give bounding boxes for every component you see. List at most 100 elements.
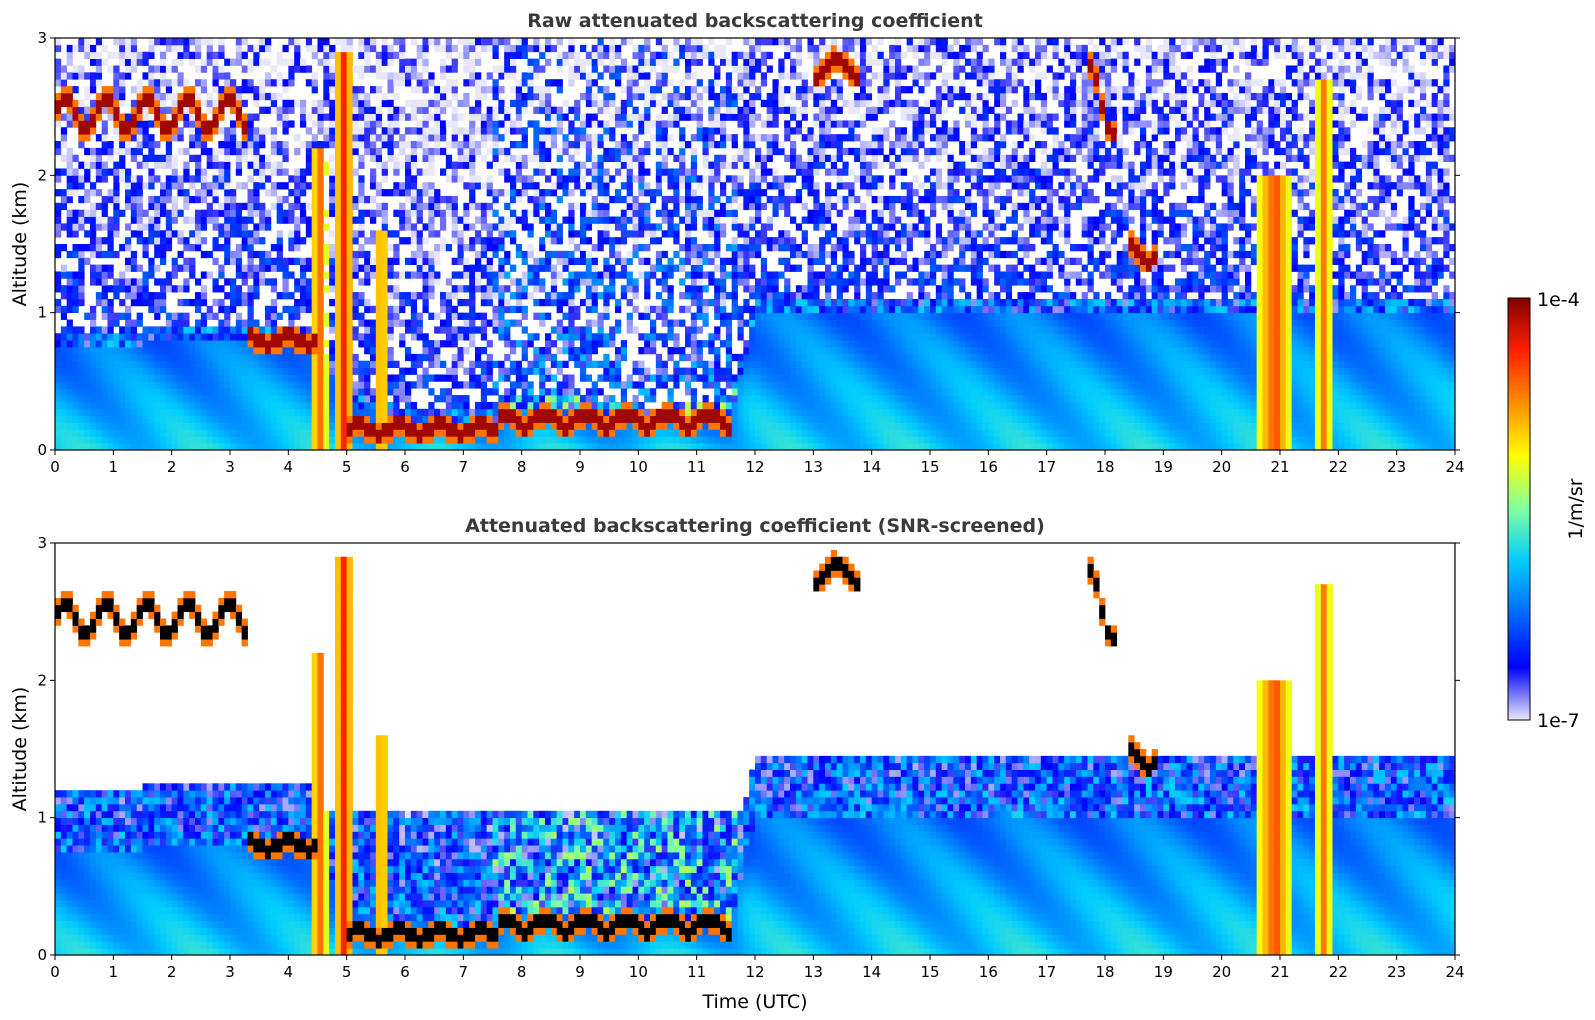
heatmap-cell	[224, 319, 231, 327]
heatmap-cell	[107, 147, 114, 156]
heatmap-cell	[556, 79, 563, 87]
heatmap-cell	[492, 388, 499, 396]
heatmap-cell	[317, 223, 324, 231]
heatmap-cell	[510, 264, 517, 272]
heatmap-cell	[235, 271, 243, 279]
heatmap-cell	[655, 182, 663, 190]
heatmap-cell	[352, 333, 359, 341]
heatmap-cell	[300, 237, 307, 245]
heatmap-cell	[346, 113, 353, 121]
heatmap-cell	[597, 271, 604, 279]
heatmap-cell	[556, 65, 563, 73]
heatmap-cell	[282, 333, 289, 341]
heatmap-cell	[259, 127, 266, 135]
heatmap-cell	[533, 298, 540, 307]
heatmap-cell	[498, 257, 505, 265]
heatmap-cell	[340, 51, 348, 59]
heatmap-cell	[282, 381, 289, 389]
heatmap-cell	[440, 99, 447, 108]
heatmap-cell	[492, 360, 499, 368]
heatmap-cell	[650, 340, 657, 348]
heatmap-cell	[603, 360, 610, 368]
heatmap-cell	[358, 319, 365, 327]
heatmap-cell	[410, 58, 418, 66]
heatmap-cell	[679, 422, 686, 430]
heatmap-cell	[480, 182, 488, 190]
heatmap-cell	[405, 79, 412, 87]
heatmap-cell	[142, 388, 149, 396]
heatmap-cell	[288, 333, 295, 341]
heatmap-cell	[335, 99, 342, 108]
heatmap-cell	[78, 408, 85, 417]
heatmap-cell	[241, 429, 248, 437]
heatmap-cell	[661, 264, 668, 272]
heatmap-cell	[346, 436, 353, 444]
heatmap-cell	[381, 141, 388, 149]
heatmap-cell	[335, 161, 342, 169]
heatmap-cell	[72, 429, 79, 437]
heatmap-cell	[189, 326, 196, 334]
heatmap-cell	[445, 333, 453, 341]
heatmap-cell	[568, 65, 575, 73]
heatmap-cell	[585, 51, 593, 59]
heatmap-cell	[504, 367, 511, 375]
heatmap-cell	[247, 360, 254, 368]
heatmap-cell	[212, 216, 219, 224]
heatmap-cell	[101, 436, 108, 444]
heatmap-cell	[55, 367, 62, 375]
heatmap-cell	[463, 147, 470, 156]
heatmap-cell	[708, 360, 715, 368]
heatmap-cell	[130, 216, 138, 224]
heatmap-cell	[66, 51, 73, 59]
heatmap-cell	[603, 147, 610, 156]
heatmap-cell	[107, 223, 114, 231]
heatmap-cell	[434, 347, 441, 355]
heatmap-cell	[696, 408, 703, 417]
heatmap-cell	[632, 278, 639, 286]
heatmap-cell	[235, 168, 243, 176]
heatmap-cell	[340, 141, 348, 149]
heatmap-cell	[107, 381, 114, 389]
heatmap-cell	[451, 367, 458, 375]
heatmap-cell	[160, 127, 167, 135]
heatmap-cell	[685, 305, 692, 314]
heatmap-cell	[311, 168, 318, 176]
heatmap-cell	[160, 113, 167, 121]
heatmap-cell	[230, 436, 237, 444]
heatmap-cell	[510, 429, 517, 437]
heatmap-cell	[160, 381, 167, 389]
heatmap-cell	[451, 436, 458, 444]
heatmap-cell	[644, 209, 651, 217]
heatmap-cell	[434, 120, 441, 128]
heatmap-cell	[352, 120, 359, 128]
heatmap-cell	[457, 113, 464, 121]
heatmap-cell	[568, 250, 575, 259]
heatmap-cell	[708, 134, 715, 142]
heatmap-cell	[317, 401, 324, 410]
heatmap-cell	[620, 340, 628, 348]
heatmap-cell	[95, 333, 103, 341]
heatmap-cell	[358, 106, 365, 114]
heatmap-cell	[562, 333, 569, 341]
heatmap-cell	[90, 401, 97, 410]
heatmap-cell	[130, 250, 138, 259]
heatmap-cell	[346, 443, 353, 450]
heatmap-cell	[270, 92, 278, 101]
heatmap-cell	[515, 408, 523, 417]
heatmap-cell	[469, 127, 476, 135]
heatmap-cell	[247, 127, 254, 135]
heatmap-cell	[492, 237, 499, 245]
heatmap-cell	[78, 216, 85, 224]
heatmap-cell	[130, 175, 138, 183]
heatmap-cell	[154, 154, 161, 162]
heatmap-cell	[95, 216, 103, 224]
heatmap-cell	[480, 415, 488, 423]
heatmap-cell	[288, 202, 295, 211]
heatmap-cell	[609, 244, 616, 252]
heatmap-cell	[545, 79, 552, 87]
heatmap-cell	[434, 415, 441, 423]
heatmap-cell	[311, 429, 318, 437]
heatmap-cell	[224, 154, 231, 162]
heatmap-cell	[265, 367, 272, 375]
heatmap-cell	[60, 415, 68, 423]
